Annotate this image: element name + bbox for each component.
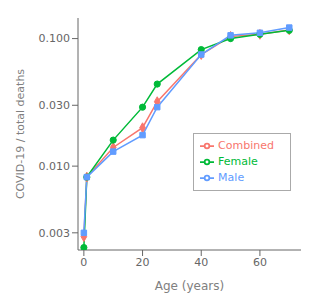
svg-text:Age (years): Age (years) xyxy=(155,279,224,293)
svg-text:COVID-19 / total deaths: COVID-19 / total deaths xyxy=(14,69,27,199)
html-text:Female: Female xyxy=(218,155,258,168)
svg-text:0.010: 0.010 xyxy=(39,160,71,173)
html-text:Male: Male xyxy=(218,171,245,184)
svg-text:0.003: 0.003 xyxy=(39,227,71,240)
svg-text:0: 0 xyxy=(80,256,87,269)
svg-text:0.030: 0.030 xyxy=(39,99,71,112)
svg-text:0.100: 0.100 xyxy=(39,32,71,45)
svg-text:20: 20 xyxy=(136,256,150,269)
svg-text:60: 60 xyxy=(253,256,267,269)
svg-text:40: 40 xyxy=(194,256,208,269)
html-text:Combined: Combined xyxy=(218,139,274,152)
